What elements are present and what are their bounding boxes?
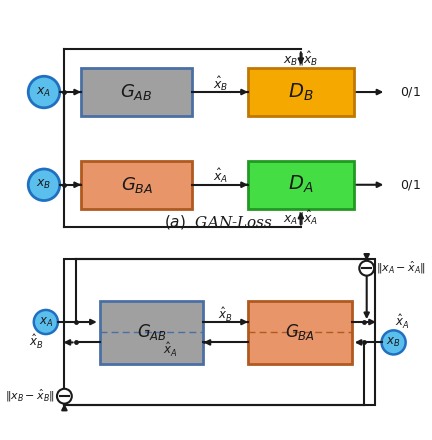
Text: $\hat{x}_A$: $\hat{x}_A$ bbox=[213, 167, 228, 186]
Circle shape bbox=[381, 330, 406, 355]
Bar bbox=[248, 301, 352, 364]
Text: $\hat{x}_A$: $\hat{x}_A$ bbox=[395, 313, 410, 331]
Bar bbox=[100, 301, 203, 364]
Text: $\|x_A-\hat{x}_A\|$: $\|x_A-\hat{x}_A\|$ bbox=[376, 260, 426, 276]
Text: $0/1$: $0/1$ bbox=[400, 178, 421, 192]
Circle shape bbox=[359, 261, 374, 275]
Text: $0/1$: $0/1$ bbox=[400, 85, 421, 99]
Text: $x_B$: $x_B$ bbox=[386, 336, 401, 349]
Text: $x_B\|\hat{x}_B$: $x_B\|\hat{x}_B$ bbox=[283, 50, 318, 68]
Text: $x_A\|\hat{x}_A$: $x_A\|\hat{x}_A$ bbox=[283, 209, 318, 227]
Bar bbox=[81, 68, 192, 116]
Circle shape bbox=[28, 76, 60, 108]
Circle shape bbox=[57, 389, 72, 403]
Text: $G_{AB}$: $G_{AB}$ bbox=[121, 82, 153, 102]
Text: $x_A$: $x_A$ bbox=[39, 315, 53, 329]
Text: $D_B$: $D_B$ bbox=[288, 81, 314, 103]
Text: $x_A$: $x_A$ bbox=[36, 85, 51, 99]
Bar bbox=[248, 161, 354, 209]
Bar bbox=[81, 161, 192, 209]
Text: $\hat{x}_A$: $\hat{x}_A$ bbox=[163, 341, 178, 359]
Text: $x_B$: $x_B$ bbox=[36, 178, 51, 191]
Bar bbox=[248, 68, 354, 116]
Text: $\|x_B-\hat{x}_B\|$: $\|x_B-\hat{x}_B\|$ bbox=[5, 388, 55, 404]
Text: $\hat{x}_B$: $\hat{x}_B$ bbox=[213, 75, 228, 93]
Text: $D_A$: $D_A$ bbox=[288, 174, 314, 195]
Bar bbox=[64, 259, 375, 406]
Text: $G_{BA}$: $G_{BA}$ bbox=[285, 322, 315, 342]
Text: $\hat{x}_B$: $\hat{x}_B$ bbox=[219, 305, 233, 324]
Circle shape bbox=[34, 310, 58, 334]
Circle shape bbox=[28, 169, 60, 201]
Text: $(a)$  GAN-Loss: $(a)$ GAN-Loss bbox=[164, 213, 273, 231]
Text: $G_{AB}$: $G_{AB}$ bbox=[137, 322, 167, 342]
Text: $\hat{x}_B$: $\hat{x}_B$ bbox=[29, 334, 44, 352]
Text: $G_{BA}$: $G_{BA}$ bbox=[121, 175, 153, 195]
